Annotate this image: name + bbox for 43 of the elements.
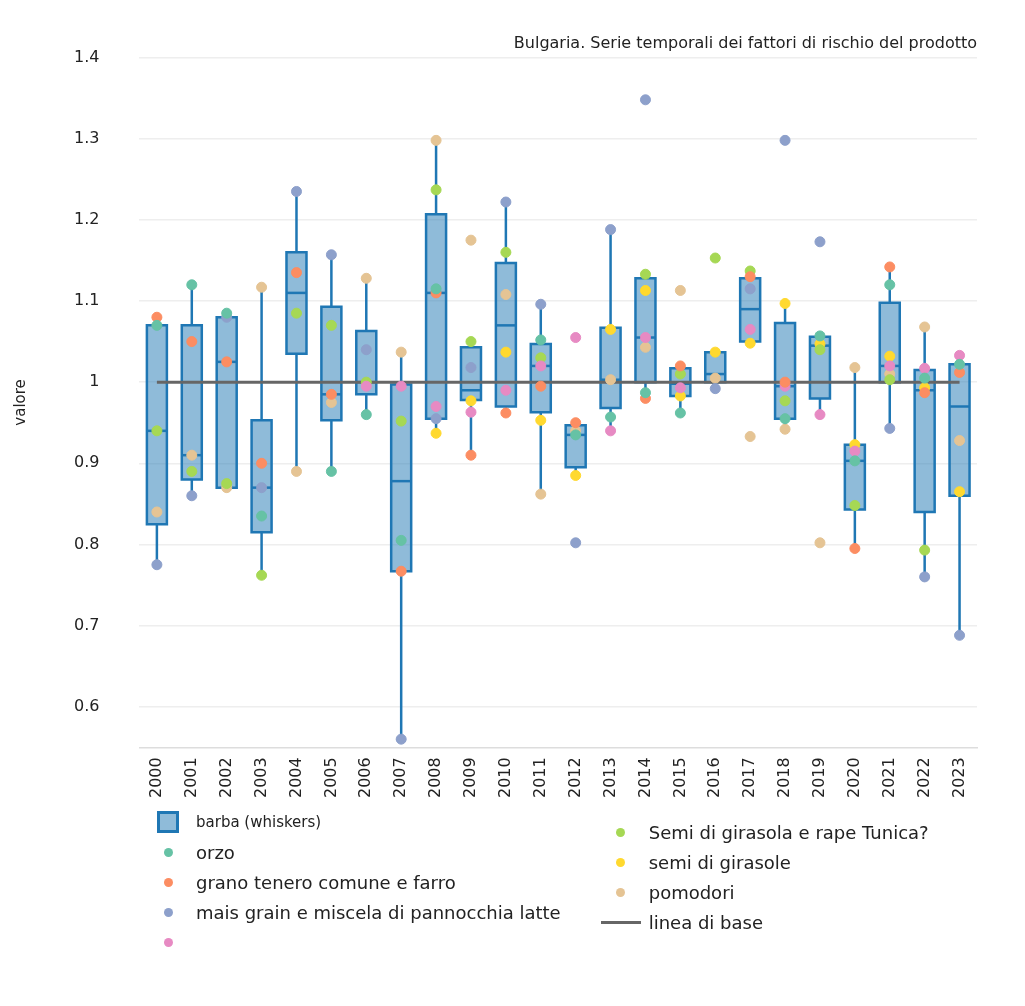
x-tick-label: 2013 <box>599 757 619 798</box>
y-tick-label: 1.3 <box>73 127 100 147</box>
x-tick-label: 2019 <box>809 757 829 798</box>
x-tick-label: 2016 <box>704 757 724 798</box>
x-tick-label: 2002 <box>215 757 235 798</box>
x-tick-label: 2010 <box>495 757 515 798</box>
x-tick-label: 2003 <box>250 757 270 798</box>
x-tick-label: 2018 <box>774 757 794 798</box>
x-tick-label: 2012 <box>564 757 584 798</box>
legend-label: Semi di girasola e rape Tunica? <box>648 821 929 843</box>
x-tick-label: 2021 <box>878 757 898 798</box>
x-tick-label: 2020 <box>844 757 864 798</box>
chart-title: Bulgaria. Serie temporali dei fattori di rischio del prodotto <box>513 33 977 53</box>
x-tick-label: 2009 <box>460 757 480 798</box>
x-tick-label: 2014 <box>634 757 654 798</box>
y-axis-title: valore <box>10 379 29 426</box>
x-tick-label: 2001 <box>180 757 200 798</box>
legend-label: orzo <box>196 841 235 863</box>
x-tick-label: 2000 <box>146 757 166 798</box>
legend-label: barba (whiskers) <box>196 813 322 831</box>
x-tick-label: 2015 <box>669 757 689 798</box>
x-tick-label: 2023 <box>948 757 968 798</box>
y-tick-label: 1.1 <box>73 290 100 310</box>
x-tick-label: 2011 <box>529 757 549 798</box>
legend-label: semi di girasole <box>648 851 791 873</box>
y-tick-label: 0.9 <box>73 452 100 472</box>
y-tick-label: 0.7 <box>73 614 100 634</box>
x-tick-label: 2008 <box>425 757 445 798</box>
x-tick-label: 2005 <box>320 757 340 798</box>
y-tick-label: 0.8 <box>73 533 100 553</box>
x-tick-label: 2017 <box>739 757 759 798</box>
x-tick-label: 2007 <box>390 757 410 798</box>
x-tick-label: 2022 <box>913 757 933 798</box>
y-tick-label: 1.4 <box>73 46 100 66</box>
y-tick-label: 1 <box>89 371 100 391</box>
legend-label: linea di base <box>648 911 763 933</box>
y-tick-label: 0.6 <box>73 695 100 715</box>
y-tick-label: 1.2 <box>73 209 100 229</box>
legend-label: pomodori <box>648 881 735 903</box>
legend-label: grano tenero comune e farro <box>196 871 456 893</box>
x-tick-label: 2004 <box>285 757 305 798</box>
x-tick-label: 2006 <box>355 757 375 798</box>
legend-label: mais grain e miscela di pannocchia latte <box>196 901 561 923</box>
